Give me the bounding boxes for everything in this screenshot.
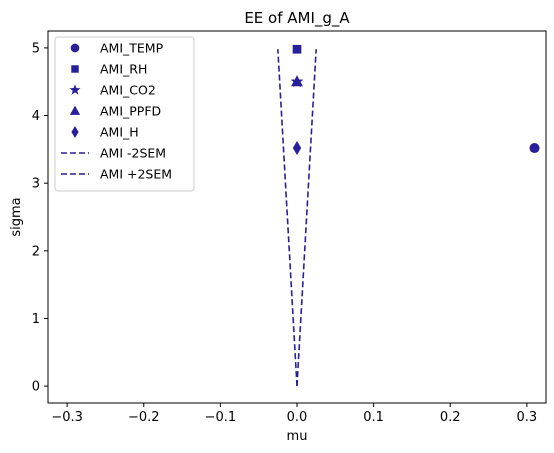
data-point-ami-ppfd bbox=[291, 75, 303, 87]
plot-area bbox=[277, 44, 540, 387]
x-tick-label-4: 0.1 bbox=[363, 410, 384, 425]
legend-label-2: AMI_CO2 bbox=[100, 83, 156, 98]
x-tick-label-2: −0.1 bbox=[205, 410, 237, 425]
series-line-1 bbox=[296, 49, 317, 387]
legend-marker-2 bbox=[69, 84, 81, 95]
y-tick-label-5: 5 bbox=[32, 41, 40, 56]
x-tick-label-0: −0.3 bbox=[51, 410, 83, 425]
x-tick-label-3: 0.0 bbox=[287, 410, 308, 425]
y-axis-label: sigma bbox=[9, 197, 24, 236]
legend-box bbox=[54, 36, 195, 192]
legend-marker-1 bbox=[71, 65, 79, 73]
legend-label-0: AMI_TEMP bbox=[100, 41, 164, 56]
x-axis-label: mu bbox=[287, 429, 308, 444]
legend-marker-4 bbox=[71, 126, 79, 138]
data-point-ami-temp bbox=[529, 142, 540, 154]
y-tick-label-1: 1 bbox=[32, 312, 40, 327]
y-tick-label-3: 3 bbox=[32, 177, 40, 192]
legend-label-5: AMI -2SEM bbox=[100, 146, 166, 161]
legend-label-4: AMI_H bbox=[100, 125, 139, 140]
y-tick-label-2: 2 bbox=[32, 244, 40, 259]
chart-title: EE of AMI_g_A bbox=[244, 9, 350, 28]
y-axis: 0 1 2 3 4 5 bbox=[32, 41, 48, 395]
legend: AMI_TEMP AMI_RH AMI_CO2 AMI_PPFD AMI_H AMI -2… bbox=[54, 36, 195, 192]
data-point-ami-rh bbox=[292, 44, 302, 54]
legend-marker-0 bbox=[70, 43, 80, 53]
legend-label-6: AMI +2SEM bbox=[100, 167, 172, 182]
x-tick-label-5: 0.2 bbox=[440, 410, 461, 425]
y-tick-label-0: 0 bbox=[32, 380, 40, 395]
x-tick-label-6: 0.3 bbox=[517, 410, 538, 425]
y-tick-label-4: 4 bbox=[32, 109, 40, 124]
legend-label-1: AMI_RH bbox=[100, 62, 147, 77]
x-tick-label-1: −0.2 bbox=[128, 410, 160, 425]
data-point-ami-h bbox=[292, 141, 302, 156]
legend-label-3: AMI_PPFD bbox=[100, 104, 161, 119]
series-line-0 bbox=[277, 49, 298, 387]
legend-marker-3 bbox=[69, 105, 81, 115]
x-axis: −0.3 −0.2 −0.1 0.0 0.1 0.2 0.3 bbox=[51, 403, 537, 425]
